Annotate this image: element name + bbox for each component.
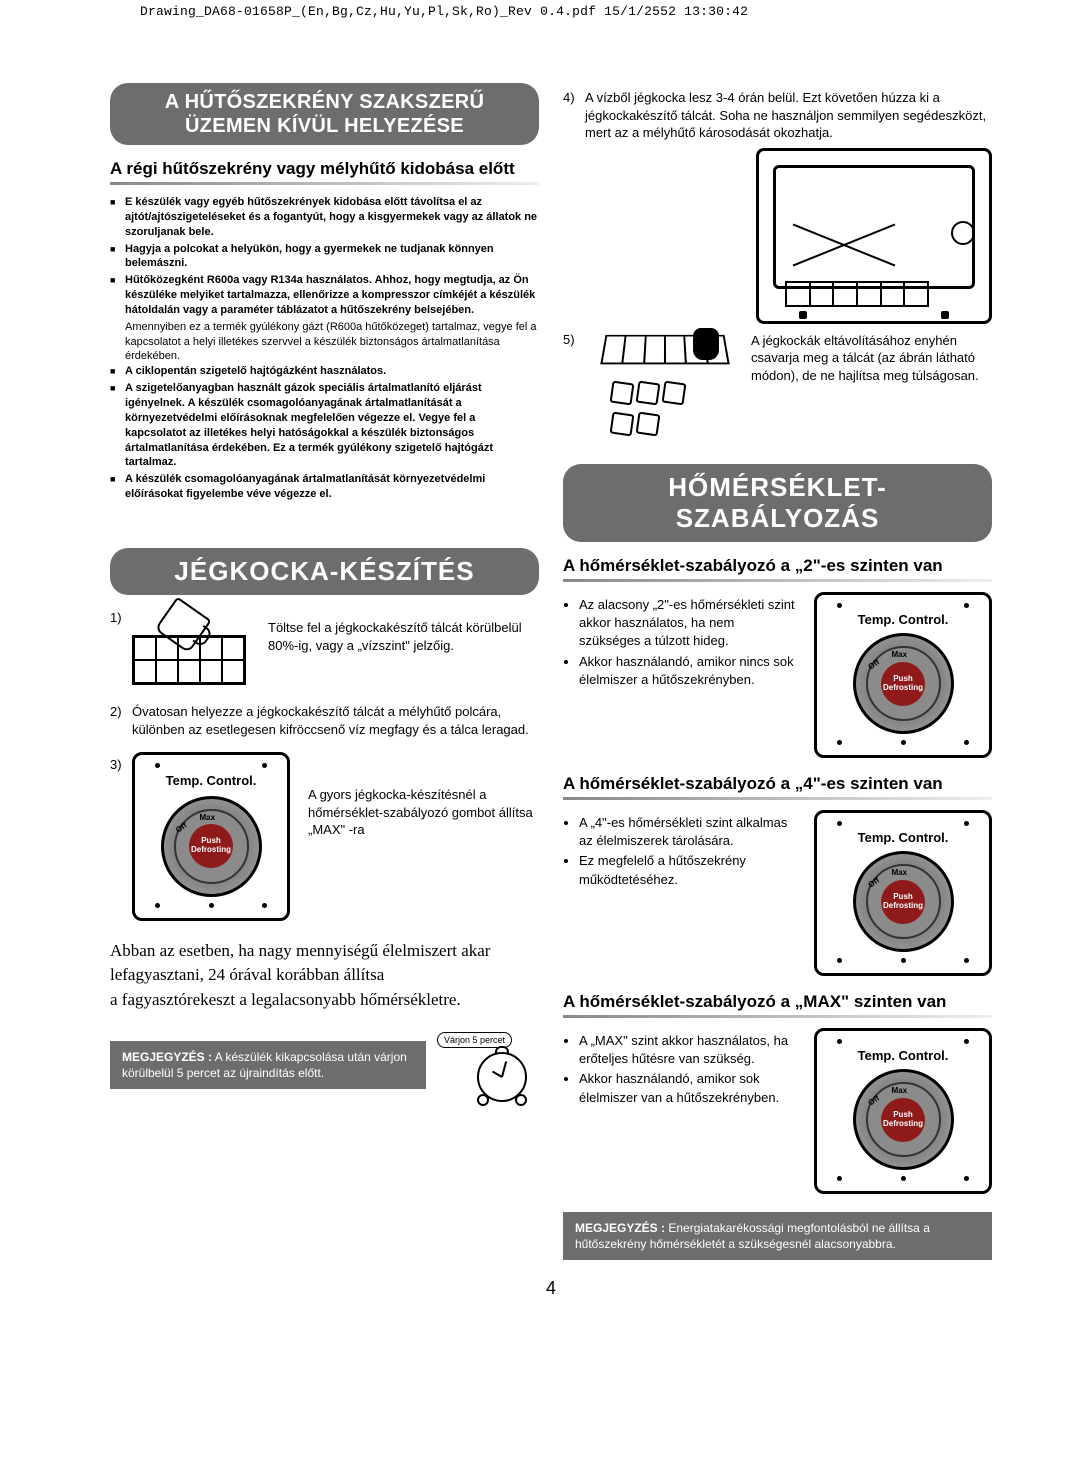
subheading-old-fridge: A régi hűtőszekrény vagy mélyhűtő kidobá… <box>110 159 539 185</box>
step-5: 5) A jégkockák eltávolításához enyhén cs… <box>563 332 992 442</box>
heading-icemaking: JÉGKOCKA-KÉSZÍTÉS <box>110 548 539 595</box>
note-bar-left: MEGJEGYZÉS : A készülék kikapcsolása utá… <box>110 1041 426 1089</box>
pre-freeze-note: Abban az esetben, ha nagy mennyiségű éle… <box>110 939 539 1013</box>
two-column-layout: A HŰTŐSZEKRÉNY SZAKSZERŰ ÜZEMEN KÍVÜL HE… <box>110 83 992 1260</box>
level-2-list: Az alacsony „2"-es hőmérsékleti szint ak… <box>563 596 796 689</box>
right-column: 4) A vízből jégkocka lesz 3-4 órán belül… <box>563 83 992 1260</box>
step-5-num: 5) <box>563 332 585 347</box>
step-3-text: A gyors jégkocka-készítésnél a hőmérsékl… <box>308 786 539 839</box>
bullet-1: E készülék vagy egyéb hűtőszekrények kid… <box>125 195 539 240</box>
level-4-item-1: A „4"-es hőmérsékleti szint alkalmas az … <box>579 814 796 850</box>
step-5-text: A jégkockák eltávolításához enyhén csava… <box>751 332 992 385</box>
note-area-left: Várjon 5 percet MEGJEGYZÉS : A készülék … <box>110 1041 539 1131</box>
level-4-item-2: Ez megfelelő a hűtőszekrény működtetéséh… <box>579 852 796 888</box>
subhead-level-max: A hőmérséklet-szabályozó a „MAX" szinten… <box>563 992 992 1018</box>
step-1-num: 1) <box>110 609 132 627</box>
bullet-4: A ciklopentán szigetelő hajtógázként has… <box>125 364 386 379</box>
note-bar-right: MEGJEGYZÉS : Energiatakarékossági megfon… <box>563 1212 992 1260</box>
clock-illus: Várjon 5 percet <box>437 1030 527 1107</box>
bullet-5: A szigetelőanyagban használt gázok speci… <box>125 381 539 470</box>
level-max-item-1: A „MAX" szint akkor használatos, ha erőt… <box>579 1032 796 1068</box>
step-1: 1) Töltse fel a jégkockakészítő tálcát k… <box>110 609 539 685</box>
bullet-6: A készülék csomagolóanyagának ártalmatla… <box>125 472 539 502</box>
bullet-extra: Amennyiben ez a termék gyúlékony gázt (R… <box>125 320 539 365</box>
heading-temp-control: HŐMÉRSÉKLET-SZABÁLYOZÁS <box>563 464 992 542</box>
temp-panel-max: Temp. Control. OffMax PushDefrosting <box>814 1028 992 1194</box>
bullet-2: Hagyja a polcokat a helyükön, hogy a gye… <box>125 242 539 272</box>
disposal-bullets: E készülék vagy egyéb hűtőszekrények kid… <box>110 195 539 502</box>
step-1-text: Töltse fel a jégkockakészítő tálcát körü… <box>268 619 539 654</box>
temp-panel-4: Temp. Control. OffMax PushDefrosting <box>814 810 992 976</box>
step-4-text: A vízből jégkocka lesz 3-4 órán belül. E… <box>585 89 992 142</box>
bullet-3: Hűtőközegként R600a vagy R134a használat… <box>125 273 539 318</box>
step-2-num: 2) <box>110 703 132 721</box>
left-column: A HŰTŐSZEKRÉNY SZAKSZERŰ ÜZEMEN KÍVÜL HE… <box>110 83 539 1260</box>
temp-label-max: Temp. Control. <box>823 1048 983 1063</box>
temp-panel-left: Temp. Control. OffMax PushDefrosting <box>132 752 290 921</box>
pdf-header-path: Drawing_DA68-01658P_(En,Bg,Cz,Hu,Yu,Pl,S… <box>0 0 1080 23</box>
level-4-list: A „4"-es hőmérsékleti szint alkalmas az … <box>563 814 796 889</box>
illus-twist-tray <box>603 332 733 442</box>
level-max-item-2: Akkor használandó, amikor sok élelmiszer… <box>579 1070 796 1106</box>
level-2-item-2: Akkor használandó, amikor nincs sok élel… <box>579 653 796 689</box>
illus-freezer <box>756 148 992 324</box>
illus-pour-water <box>132 609 252 685</box>
temp-dial-max: OffMax PushDefrosting <box>853 1069 954 1170</box>
step-2-text: Óvatosan helyezze a jégkockakészítő tálc… <box>132 703 539 738</box>
step-4: 4) A vízből jégkocka lesz 3-4 órán belül… <box>563 89 992 142</box>
step-4-num: 4) <box>563 89 585 107</box>
subhead-level-2: A hőmérséklet-szabályozó a „2"-es szinte… <box>563 556 992 582</box>
level-max-list: A „MAX" szint akkor használatos, ha erőt… <box>563 1032 796 1107</box>
subhead-level-4: A hőmérséklet-szabályozó a „4"-es szinte… <box>563 774 992 800</box>
step-2: 2) Óvatosan helyezze a jégkockakészítő t… <box>110 703 539 738</box>
level-2-item-1: Az alacsony „2"-es hőmérsékleti szint ak… <box>579 596 796 651</box>
level-max-row: A „MAX" szint akkor használatos, ha erőt… <box>563 1028 992 1194</box>
temp-control-label-left: Temp. Control. <box>141 772 281 790</box>
temp-dial-2: OffMax PushDefrosting <box>853 633 954 734</box>
level-2-row: Az alacsony „2"-es hőmérsékleti szint ak… <box>563 592 992 758</box>
page-content: A HŰTŐSZEKRÉNY SZAKSZERŰ ÜZEMEN KÍVÜL HE… <box>0 23 1080 1319</box>
temp-panel-2: Temp. Control. OffMax PushDefrosting <box>814 592 992 758</box>
heading-dispose: A HŰTŐSZEKRÉNY SZAKSZERŰ ÜZEMEN KÍVÜL HE… <box>110 83 539 145</box>
temp-dial-4: OffMax PushDefrosting <box>853 851 954 952</box>
temp-label-2: Temp. Control. <box>823 612 983 627</box>
temp-label-4: Temp. Control. <box>823 830 983 845</box>
step-3-num: 3) <box>110 756 132 774</box>
step-3: 3) Temp. Control. OffMax PushDefrosting … <box>110 752 539 921</box>
temp-dial-left: OffMax PushDefrosting <box>161 796 262 897</box>
page-number: 4 <box>110 1278 992 1299</box>
level-4-row: A „4"-es hőmérsékleti szint alkalmas az … <box>563 810 992 976</box>
